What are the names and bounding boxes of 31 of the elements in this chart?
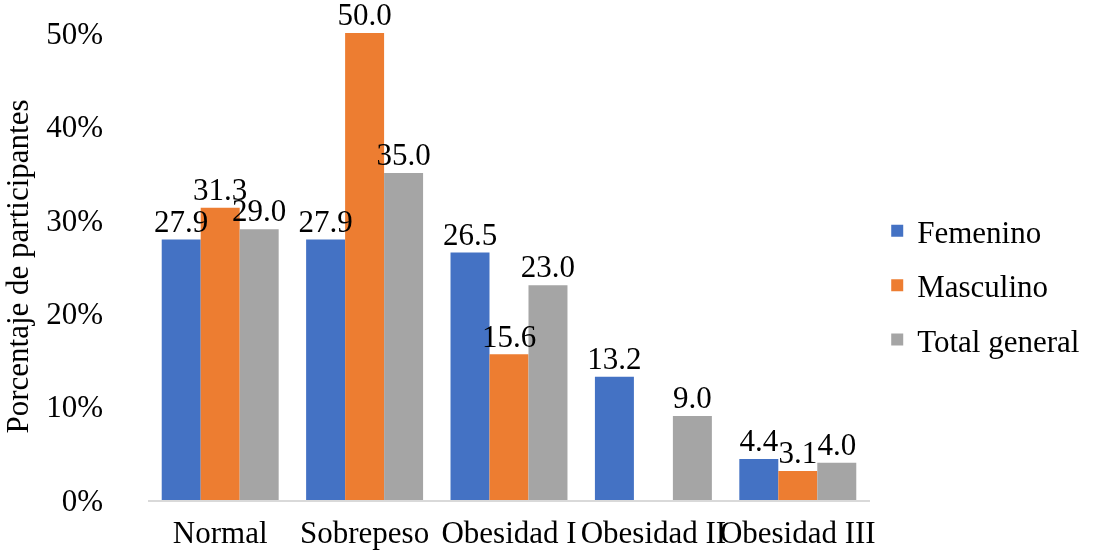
data-label: 26.5 [442, 216, 498, 252]
y-tick-label: 30% [46, 202, 103, 238]
y-tick-label: 10% [46, 389, 103, 425]
data-label: 23.0 [520, 249, 576, 285]
x-tick-label: Obesidad I [441, 515, 577, 551]
data-label: 3.1 [778, 435, 818, 471]
bar [161, 239, 201, 500]
bar [489, 354, 529, 500]
data-label: 4.0 [817, 426, 857, 462]
legend-label: Masculino [917, 269, 1049, 305]
legend-label: Total general [917, 323, 1080, 359]
bar [384, 173, 424, 500]
legend-label: Femenino [917, 214, 1042, 250]
y-tick-label: 50% [46, 15, 103, 51]
data-label: 4.4 [739, 423, 779, 459]
y-tick-label: 20% [46, 296, 103, 332]
bar [306, 239, 346, 500]
y-tick-label: 0% [61, 482, 103, 518]
bar [239, 229, 279, 500]
bar [672, 415, 712, 500]
data-label: 50.0 [337, 0, 392, 33]
data-label: 9.0 [673, 380, 712, 416]
x-tick-label: Sobrepeso [300, 515, 430, 551]
data-label: 13.2 [587, 340, 642, 376]
bar [817, 462, 857, 500]
bar [594, 376, 634, 500]
x-tick-label: Normal [172, 515, 268, 551]
y-tick-label: 40% [46, 109, 103, 145]
bar [778, 471, 818, 500]
y-axis-title: Porcentaje de participantes [0, 99, 35, 434]
bar [739, 458, 779, 500]
